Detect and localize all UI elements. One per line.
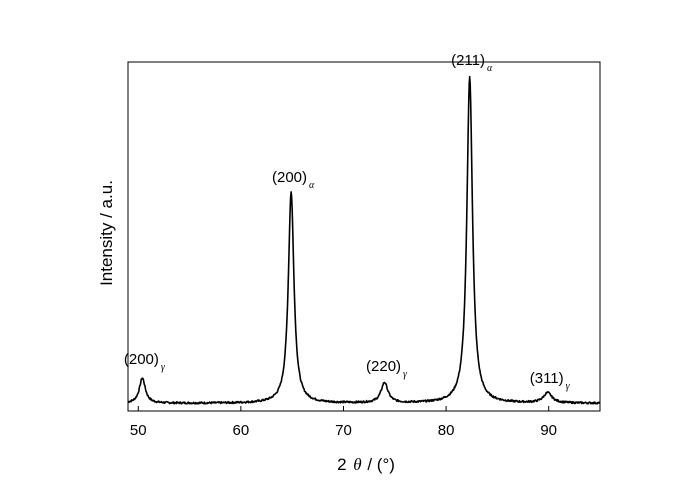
peak-label: (311) γ xyxy=(530,370,571,392)
peak-label: (200) α xyxy=(272,169,315,191)
peak-label-phase: γ xyxy=(161,362,166,373)
peak-label-planes: (200) xyxy=(272,169,307,186)
plot-frame xyxy=(127,61,601,412)
peak-label: (220) γ xyxy=(366,358,408,380)
peak-label-phase: α xyxy=(309,180,315,191)
xrd-trace xyxy=(127,75,601,405)
peak-label-planes: (311) xyxy=(530,370,564,387)
x-axis-ticks xyxy=(137,406,550,411)
x-tick-label: 60 xyxy=(233,422,250,439)
peak-label-phase: α xyxy=(487,63,493,74)
peak-label-phase: γ xyxy=(566,381,571,392)
peak-label: (200) γ xyxy=(124,351,166,373)
x-axis-title: 2 θ / (°) xyxy=(337,455,395,474)
peak-label-planes: (220) xyxy=(366,358,401,375)
peak-labels: (200) γ(200) α(220) γ(211) α(311) γ xyxy=(124,52,571,392)
x-tick-label: 90 xyxy=(540,422,557,439)
x-tick-label: 50 xyxy=(130,422,147,439)
peak-label-planes: (211) xyxy=(451,52,485,69)
x-axis-title-unit: / (°) xyxy=(367,455,395,474)
x-axis-title-prefix: 2 xyxy=(337,455,346,474)
peak-label: (211) α xyxy=(451,52,493,74)
x-axis-tick-labels: 50 60 70 80 90 xyxy=(130,422,557,439)
peak-label-planes: (200) xyxy=(124,351,159,368)
x-axis-title-symbol: θ xyxy=(353,455,361,474)
x-tick-label: 70 xyxy=(335,422,352,439)
y-axis-title: Intensity / a.u. xyxy=(97,180,116,286)
x-tick-label: 80 xyxy=(438,422,455,439)
peak-label-phase: γ xyxy=(403,369,408,380)
